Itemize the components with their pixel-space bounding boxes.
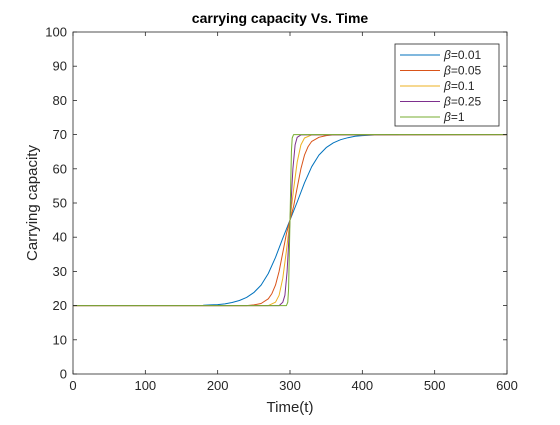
ticks-layer: 0 100 200 300 400 500 600 0 10 20 30 40 50 60 70 80 90 10…	[45, 25, 518, 394]
x-tick-label: 200	[207, 378, 229, 393]
y-tick-label: 30	[53, 264, 67, 279]
y-tick-label: 100	[45, 25, 67, 40]
y-tick-label: 0	[60, 367, 67, 382]
chart-title: carrying capacity Vs. Time	[192, 10, 369, 26]
y-tick-label: 20	[53, 298, 67, 313]
series-line-0	[203, 134, 399, 306]
y-axis-title: Carrying capacity	[24, 145, 41, 261]
y-tick-label: 50	[53, 196, 67, 211]
legend-label-0: β=0.01	[443, 48, 482, 62]
legend-label-2: β=0.1	[443, 79, 475, 93]
x-tick-label: 400	[351, 378, 373, 393]
legend-label-3: β=0.25	[443, 95, 482, 109]
y-tick-label: 70	[53, 127, 67, 142]
x-tick-label: 600	[496, 378, 518, 393]
y-tick-label: 10	[53, 332, 67, 347]
x-axis-title: Time(t)	[267, 399, 314, 416]
x-tick-label: 300	[279, 378, 301, 393]
y-tick-label: 40	[53, 230, 67, 245]
y-tick-label: 80	[53, 93, 67, 108]
y-tick-label: 90	[53, 59, 67, 74]
series-layer	[73, 134, 508, 307]
series-line-4	[73, 134, 507, 307]
x-tick-label: 500	[424, 378, 446, 393]
legend-entries: β=0.01 β=0.05β=0.1 β=0.25β=1	[400, 48, 482, 124]
legend-box	[394, 43, 500, 127]
y-tick-label: 60	[53, 161, 67, 176]
legend: β=0.01 β=0.05β=0.1 β=0.25β=1	[394, 43, 500, 127]
legend-label-4: β=1	[443, 110, 465, 124]
legend-label-1: β=0.05	[443, 64, 482, 78]
x-tick-label: 100	[134, 378, 156, 393]
x-tick-label: 0	[69, 378, 76, 393]
